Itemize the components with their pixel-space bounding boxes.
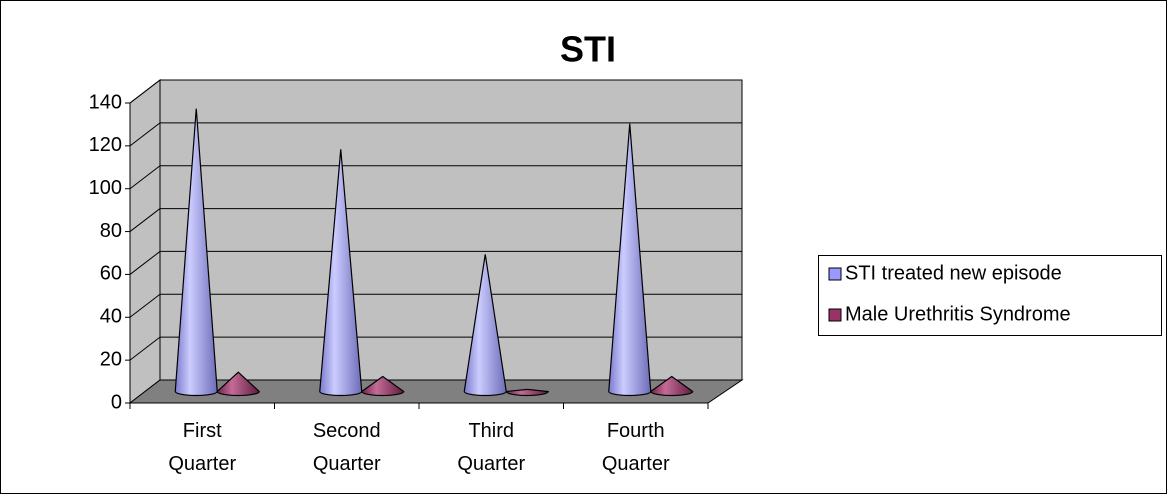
legend-swatch <box>828 308 842 322</box>
grid-line <box>129 208 161 232</box>
back-wall <box>159 79 743 381</box>
grid-line <box>129 122 161 147</box>
y-tick-label: 140 <box>89 91 122 113</box>
cone <box>650 375 694 397</box>
cone <box>216 371 260 397</box>
legend-label: STI treated new episode <box>845 262 1062 284</box>
grid-line <box>129 251 161 275</box>
y-tick-label: 80 <box>100 220 122 242</box>
y-tick-label: 120 <box>89 134 122 156</box>
cone <box>505 388 549 397</box>
grid-line <box>129 165 161 190</box>
side-wall <box>129 78 161 405</box>
y-tick-label: 40 <box>100 306 122 328</box>
legend-label: Male Urethritis Syndrome <box>845 303 1071 325</box>
grid-line <box>129 336 161 361</box>
floor <box>128 379 744 404</box>
legend-box <box>818 255 1162 336</box>
y-tick-label: 100 <box>89 177 122 199</box>
x-tick-label: Third Quarter <box>457 420 525 475</box>
grid-line <box>129 293 161 318</box>
x-tick-label: Second Quarter <box>313 420 381 475</box>
y-tick-label: 60 <box>100 263 122 285</box>
x-tick-label: Fourth Quarter <box>602 420 670 475</box>
chart-title: STI <box>560 29 616 70</box>
legend-swatch <box>828 267 842 281</box>
cone <box>361 375 405 397</box>
x-tick-label: First Quarter <box>168 420 236 475</box>
y-tick-label: 20 <box>100 348 122 370</box>
grid-line <box>129 79 161 104</box>
y-tick-label: 0 <box>111 391 122 413</box>
